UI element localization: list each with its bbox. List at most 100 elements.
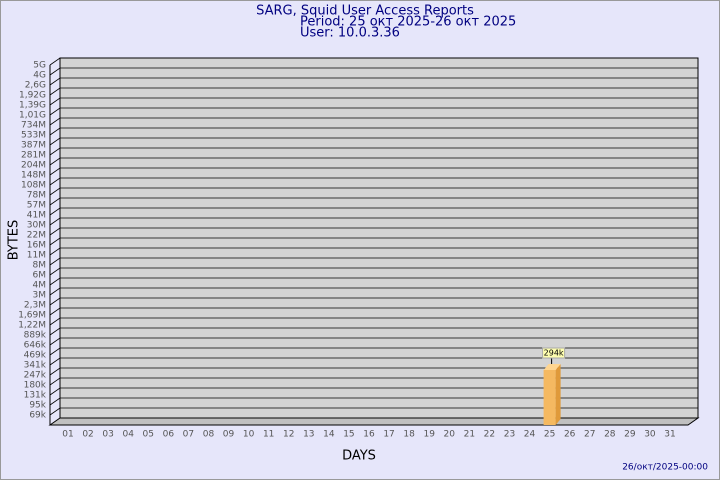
grid-line: [49, 287, 698, 296]
x-tick-label: 09: [223, 430, 235, 440]
bar-side: [555, 364, 561, 425]
x-tick-label: 18: [403, 430, 415, 440]
grid-line: [49, 207, 698, 216]
grid-line: [49, 117, 698, 126]
grid-line: [49, 357, 698, 366]
x-tick-label: 03: [102, 430, 113, 440]
grid-line: [49, 317, 698, 326]
grid-line: [49, 247, 698, 256]
y-tick-label: 78M: [27, 191, 46, 201]
x-tick-label: 25: [544, 430, 555, 440]
y-tick-label: 131k: [24, 391, 47, 401]
grid-line: [49, 147, 698, 156]
y-tick-label: 2,3M: [24, 301, 46, 311]
grid-line: [49, 197, 698, 206]
x-tick-label: 06: [163, 430, 175, 440]
grid-line: [49, 377, 698, 386]
x-tick-label: 14: [323, 430, 335, 440]
x-tick-label: 08: [203, 430, 215, 440]
grid-line: [49, 137, 698, 146]
grid-line: [49, 177, 698, 186]
x-tick-label: 26: [564, 430, 576, 440]
grid-line: [49, 327, 698, 336]
chart-title: SARG, Squid User Access Reports: [256, 4, 474, 19]
grid-line: [49, 257, 698, 266]
y-tick-label: 1,69M: [18, 311, 46, 321]
x-tick-label: 13: [303, 430, 314, 440]
y-tick-label: 469k: [24, 351, 47, 361]
y-tick-label: 2,6G: [25, 81, 46, 91]
y-tick-label: 30M: [27, 221, 46, 231]
y-tick-label: 16M: [27, 241, 46, 251]
grid-line: [49, 157, 698, 166]
grid-line: [49, 307, 698, 316]
chart-subtitle: Period: 25 окт 2025-26 окт 2025: [300, 15, 516, 30]
x-tick-label: 30: [644, 430, 656, 440]
bar-top: [543, 364, 561, 370]
user-label: User: 10.0.3.36: [300, 26, 400, 41]
y-tick-label: 889k: [24, 331, 47, 341]
grid-line: [49, 77, 698, 86]
grid-line: [49, 167, 698, 176]
y-tick-label: 247k: [24, 371, 47, 381]
y-tick-label: 4G: [33, 71, 46, 81]
x-tick-label: 12: [283, 430, 294, 440]
y-tick-label: 1,92G: [19, 91, 46, 101]
y-tick-label: 281M: [21, 151, 46, 161]
bar: [543, 370, 556, 425]
grid-line: [49, 267, 698, 276]
x-tick-label: 02: [82, 430, 93, 440]
y-tick-label: 1,39G: [19, 101, 46, 111]
value-label: 294k: [544, 349, 564, 358]
grid-line: [49, 97, 698, 106]
grid-line: [49, 277, 698, 286]
grid-line: [49, 297, 698, 306]
y-tick-label: 108M: [21, 181, 46, 191]
y-tick-label: 41M: [27, 211, 46, 221]
y-tick-label: 69k: [29, 411, 46, 421]
y-tick-label: 734M: [21, 121, 46, 131]
x-tick-label: 31: [664, 430, 675, 440]
x-tick-label: 28: [604, 430, 616, 440]
y-tick-label: 204M: [21, 161, 46, 171]
x-tick-label: 21: [464, 430, 475, 440]
y-axis-label: BYTES: [7, 220, 22, 261]
y-tick-label: 57M: [27, 201, 46, 211]
x-tick-label: 10: [243, 430, 255, 440]
x-tick-label: 23: [504, 430, 515, 440]
plot-floor: [48, 417, 700, 426]
y-tick-label: 11M: [27, 251, 46, 261]
y-tick-label: 5G: [33, 61, 46, 71]
grid-line: [49, 387, 698, 396]
y-tick-label: 1,01G: [19, 111, 46, 121]
y-tick-label: 387M: [21, 141, 46, 151]
x-tick-label: 05: [143, 430, 154, 440]
y-tick-label: 8M: [33, 261, 47, 271]
x-tick-label: 20: [444, 430, 456, 440]
x-tick-label: 11: [263, 430, 274, 440]
footer: 26/окт/2025-00:00: [622, 463, 708, 473]
grid-line: [49, 127, 698, 136]
grid-line: [49, 107, 698, 116]
y-tick-label: 95k: [29, 401, 46, 411]
grid-line: [49, 367, 698, 376]
y-tick-label: 180k: [24, 381, 47, 391]
x-tick-label: 19: [423, 430, 435, 440]
y-tick-label: 341k: [24, 361, 47, 371]
grid-line: [49, 87, 698, 96]
x-tick-label: 01: [62, 430, 73, 440]
x-tick-label: 15: [343, 430, 354, 440]
x-tick-label: 17: [383, 430, 394, 440]
x-tick-label: 22: [484, 430, 495, 440]
grid-line: [49, 237, 698, 246]
grid-line: [49, 407, 698, 416]
grid-line: [49, 57, 698, 66]
x-tick-label: 29: [624, 430, 636, 440]
x-tick-label: 07: [183, 430, 194, 440]
grid-line: [49, 397, 698, 406]
grid-line: [49, 67, 698, 76]
grid-line: [49, 337, 698, 346]
x-tick-label: 24: [524, 430, 536, 440]
y-tick-label: 1,22M: [18, 321, 46, 331]
